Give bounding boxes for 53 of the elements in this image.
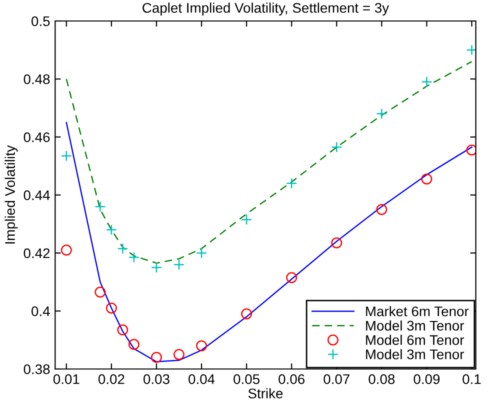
point [60, 150, 72, 162]
y-tick-label: 0.46 [24, 132, 50, 142]
legend-label: Market 6m Tenor [366, 306, 469, 316]
x-tick-label: 0.08 [368, 374, 395, 384]
y-tick-label: 0.38 [24, 364, 50, 374]
y-tick-label: 0.5 [32, 16, 50, 26]
point [60, 244, 72, 256]
point [196, 248, 208, 258]
point [196, 340, 208, 352]
x-tick-label: 0.04 [188, 374, 215, 384]
point [286, 272, 298, 284]
y-axis-title: Implied Volatility [4, 145, 18, 244]
point [128, 338, 140, 350]
line-series [66, 60, 472, 264]
point [174, 349, 184, 360]
point [376, 108, 388, 120]
x-tick-label: 0.07 [324, 374, 350, 384]
point [117, 243, 128, 254]
y-tick-label: 0.44 [24, 190, 50, 200]
point [241, 308, 252, 320]
point [117, 324, 128, 336]
point [286, 178, 298, 189]
y-tick-label: 0.48 [24, 74, 50, 84]
point [421, 76, 432, 88]
point [128, 252, 140, 263]
x-tick-label: 0.1 [462, 374, 481, 384]
point [94, 201, 106, 212]
point [94, 286, 106, 298]
y-tick-label: 0.42 [24, 248, 50, 258]
chart-title: Caplet Implied Volatility, Settlement = 3y [142, 2, 390, 16]
x-tick-label: 0.09 [414, 374, 440, 384]
x-axis-title: Strike [248, 388, 283, 398]
point [241, 214, 252, 226]
y-tick-label: 0.4 [32, 306, 50, 316]
point [174, 259, 184, 270]
x-tick-label: 0.02 [98, 374, 124, 384]
x-tick-label: 0.01 [53, 374, 80, 384]
point [466, 44, 476, 56]
point [466, 144, 476, 156]
x-tick-label: 0.03 [144, 374, 170, 384]
x-tick-label: 0.06 [278, 374, 304, 384]
x-tick-label: 0.05 [234, 374, 260, 384]
point [331, 142, 342, 153]
point [106, 302, 117, 314]
point [331, 237, 342, 248]
legend-label: Model 3m Tenor [366, 349, 464, 360]
point [150, 352, 162, 363]
legend-label: Model 3m Tenor [366, 320, 464, 331]
point [150, 262, 162, 273]
legend-label: Model 6m Tenor [366, 334, 464, 345]
point [376, 204, 388, 215]
point [421, 174, 432, 185]
point [106, 224, 117, 236]
